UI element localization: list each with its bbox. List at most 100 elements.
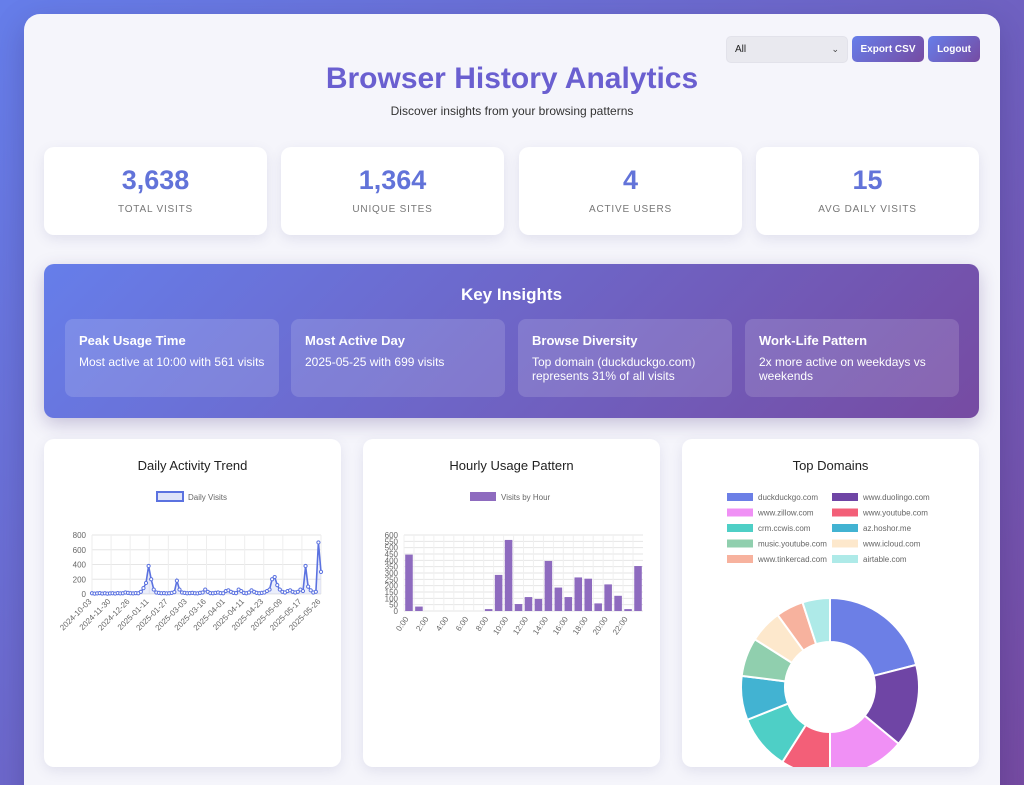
legend-swatch <box>727 524 753 532</box>
data-point <box>174 578 180 583</box>
bar <box>534 598 543 611</box>
daily-activity-panel: Daily Activity Trend Daily Visits 0 200 400… <box>44 439 341 767</box>
legend-swatch <box>832 539 858 548</box>
insight-heading: Browse Diversity <box>532 333 638 348</box>
y-tick-label: 400 <box>385 556 399 565</box>
data-point <box>316 540 321 545</box>
y-tick-label: 200 <box>73 575 87 584</box>
data-point <box>318 569 324 574</box>
y-tick-label: 100 <box>385 594 399 603</box>
legend-label: duckduckgo.com <box>758 493 818 502</box>
pie-slice <box>801 596 831 646</box>
data-point <box>177 587 182 592</box>
data-point <box>246 590 252 595</box>
bar <box>494 574 503 611</box>
stat-value: 1,364 <box>358 165 427 195</box>
legend-label: Daily Visits <box>188 493 227 502</box>
domains-chart-title: Top Domains <box>792 458 869 473</box>
legend-swatch <box>156 491 184 502</box>
bar <box>564 597 573 611</box>
x-tick-label: 6:00 <box>454 615 471 633</box>
data-point <box>306 584 311 589</box>
data-point <box>221 591 226 596</box>
insight-heading: Most Active Day <box>305 333 405 348</box>
insights-title: Key Insights <box>460 285 563 304</box>
insight-text: Most active at 10:00 with 561 visits <box>79 355 265 369</box>
bar <box>614 595 622 611</box>
bar <box>554 587 563 611</box>
data-point <box>151 587 156 592</box>
toolbar: All ⌄ Export CSV Logout <box>726 36 980 63</box>
stat-label: UNIQUE SITES <box>352 204 433 215</box>
legend-label: www.tinkercad.com <box>757 555 827 564</box>
x-tick-label: 10:00 <box>491 615 510 637</box>
stat-label: ACTIVE USERS <box>589 204 672 215</box>
y-tick-label: 500 <box>385 544 399 553</box>
pie-slice <box>829 714 900 767</box>
data-point <box>270 577 275 582</box>
bar <box>574 577 583 611</box>
stat-card-avg-daily-visits: 15 AVG DAILY VISITS <box>756 147 979 235</box>
y-tick-label: 150 <box>385 588 399 597</box>
daily-chart-title: Daily Activity Trend <box>137 458 248 473</box>
dashboard-container: All ⌄ Export CSV Logout Browser History … <box>24 14 1000 785</box>
stat-label: AVG DAILY VISITS <box>818 204 917 215</box>
data-point <box>200 590 205 595</box>
bar <box>484 609 493 611</box>
data-point <box>313 589 318 594</box>
top-domains-chart: duckduckgo.com www.duolingo.com www.zillow… <box>727 493 930 767</box>
data-point <box>295 589 300 594</box>
bar <box>624 609 632 611</box>
bar <box>584 578 593 611</box>
legend-swatch <box>832 493 858 501</box>
data-point <box>149 577 154 582</box>
data-point <box>146 563 151 569</box>
export-csv-button[interactable]: Export CSV <box>852 36 924 62</box>
insight-heading: Work-Life Pattern <box>759 333 868 348</box>
legend-label: music.youtube.com <box>758 540 827 549</box>
y-tick-label: 0 <box>394 607 399 616</box>
bar <box>594 603 602 611</box>
chevron-down-icon: ⌄ <box>831 44 839 54</box>
user-filter-select[interactable]: All ⌄ <box>726 36 848 63</box>
x-tick-label: 12:00 <box>511 615 530 637</box>
insight-card-browse-diversity: Browse Diversity Top domain (duckduckgo.… <box>518 319 732 397</box>
pie-slice <box>829 596 918 678</box>
bar <box>544 560 553 611</box>
y-tick-label: 300 <box>385 569 399 578</box>
legend-swatch <box>470 492 496 501</box>
y-tick-label: 200 <box>385 582 399 591</box>
legend-swatch <box>727 493 753 501</box>
x-tick-label: 14:00 <box>531 615 550 637</box>
bar <box>504 539 513 611</box>
data-point <box>138 589 143 594</box>
bar <box>415 606 423 611</box>
data-point <box>303 563 308 569</box>
data-point <box>172 590 177 595</box>
stat-label: TOTAL VISITS <box>118 204 193 215</box>
legend-label: az.hoshor.me <box>863 524 912 533</box>
data-point <box>308 588 313 593</box>
x-tick-label: 0:00 <box>394 615 411 633</box>
x-tick-label: 18:00 <box>571 615 590 637</box>
legend-label: www.icloud.com <box>862 540 921 549</box>
hourly-usage-chart: Visits by Hour 05010015020025030035040045… <box>385 492 643 637</box>
logout-button[interactable]: Logout <box>928 36 980 62</box>
legend-swatch <box>832 555 858 563</box>
user-filter-value: All <box>735 44 747 55</box>
bar <box>604 584 612 611</box>
stat-card-total-visits: 3,638 TOTAL VISITS <box>44 147 267 235</box>
data-point <box>143 580 149 586</box>
x-tick-label: 8:00 <box>474 615 491 633</box>
page-title: Browser History Analytics <box>325 62 699 95</box>
data-point <box>267 587 272 592</box>
hourly-chart-title: Hourly Usage Pattern <box>449 458 574 473</box>
data-point <box>277 587 282 592</box>
insight-heading: Peak Usage Time <box>79 333 186 348</box>
legend-label: www.zillow.com <box>757 509 814 518</box>
legend-swatch <box>727 555 753 563</box>
y-tick-label: 400 <box>73 561 87 570</box>
data-point <box>233 591 239 596</box>
legend-swatch <box>832 524 858 532</box>
legend-label: www.duolingo.com <box>862 493 930 502</box>
